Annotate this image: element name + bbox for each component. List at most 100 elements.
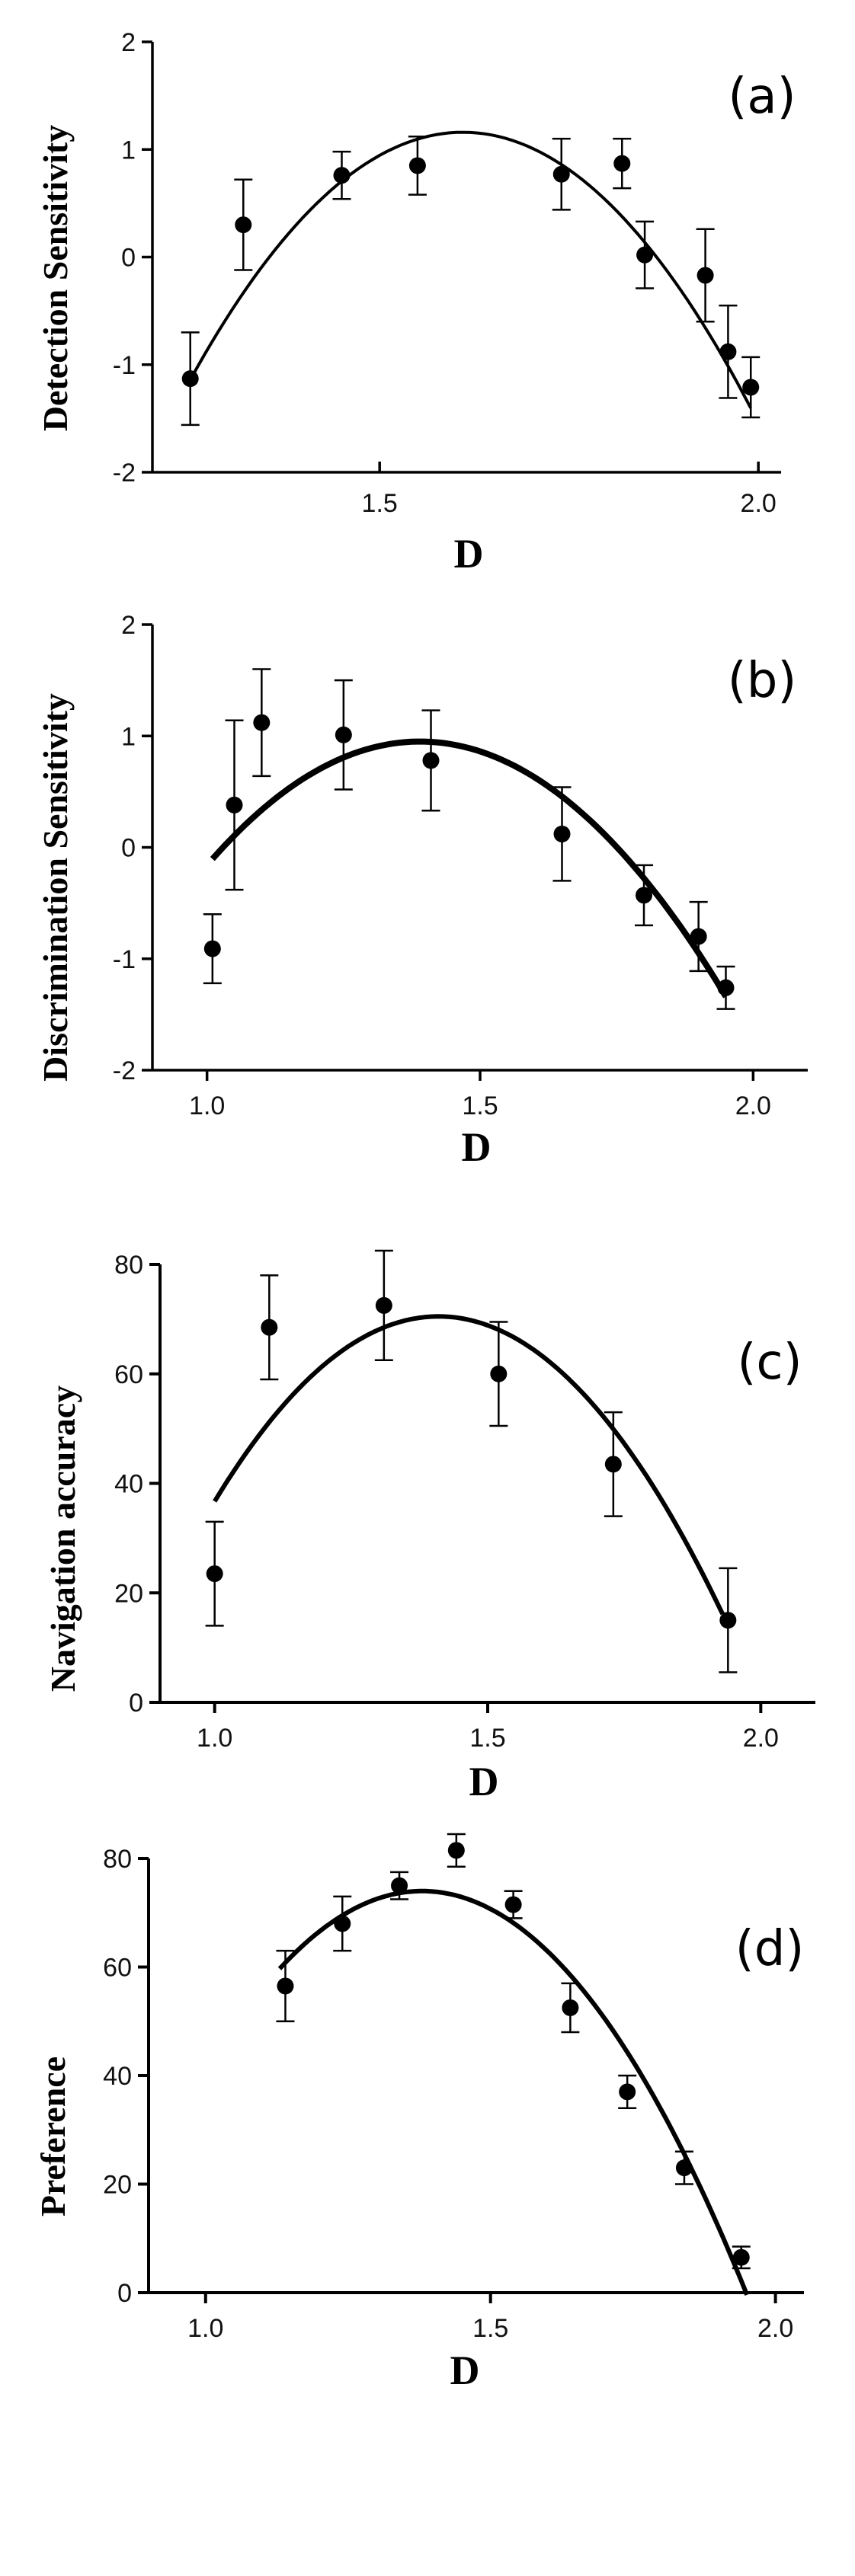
panel-c-ytick-label: 60 — [114, 1360, 143, 1389]
panel-d-marker — [447, 1842, 465, 1859]
panel-b-data-point — [689, 900, 708, 973]
panel-d-marker — [562, 1999, 579, 2016]
panel-d-xtick-label: 1.5 — [472, 2314, 508, 2343]
panel-d-axes: 0 20 40 60 80 1.0 1.5 2.0 — [103, 1845, 804, 2343]
panel-a-fit-curve — [188, 130, 752, 409]
panel-d-letter: (d) — [735, 1921, 805, 1977]
panel-d-data-point — [333, 1895, 352, 1952]
panel-a-marker — [636, 246, 654, 264]
panel-d-data-point — [618, 2074, 637, 2109]
panel-a-marker — [552, 165, 570, 183]
panel-b-fit — [210, 738, 729, 999]
panel-a-points — [181, 136, 761, 427]
panel-d-marker — [619, 2083, 636, 2101]
panel-c-data-point — [489, 1321, 508, 1427]
panel-c-data-point — [205, 1520, 224, 1627]
panel-b-data-point — [225, 719, 244, 891]
panel-d-fit — [277, 1888, 749, 2296]
panel-c-ylabel: Navigation accuracy — [43, 1385, 82, 1692]
panel-b-axes: -2 -1 0 1 2 1.0 1.5 2.0 — [113, 611, 808, 1120]
panel-a-ytick-label: 2 — [121, 28, 136, 57]
panel-b-data-point — [635, 864, 653, 927]
panel-b-ytick-label: 1 — [121, 722, 136, 751]
panel-a-data-point — [636, 220, 655, 289]
panel-d-marker — [391, 1877, 408, 1894]
panel-b-ylabel: Discrimination Sensitivity — [36, 693, 75, 1082]
panel-b-points — [203, 668, 735, 1010]
panel-d-data-point — [276, 1949, 295, 2022]
panel-a-ytick-label: 1 — [121, 136, 136, 165]
panel-c-ytick-label: 40 — [114, 1470, 143, 1499]
panel-b-marker — [636, 887, 652, 904]
panel-d-ytick-label: 0 — [117, 2279, 132, 2308]
panel-b-marker — [553, 825, 571, 842]
panel-c-fit — [213, 1314, 725, 1616]
panel-b: -2 -1 0 1 2 1.0 1.5 2.0 (b) D Discrimination Se… — [36, 611, 808, 1170]
panel-a-data-point — [332, 150, 351, 200]
panel-d-marker — [504, 1896, 522, 1913]
panel-d-data-point — [390, 1871, 409, 1900]
panel-b-marker — [422, 752, 440, 769]
panel-b-ytick-label: -2 — [113, 1056, 136, 1085]
panel-c-ytick-label: 0 — [129, 1689, 143, 1718]
panel-a-data-point — [552, 137, 571, 211]
panel-a-axes: -2 -1 0 1 2 1.5 2.0 — [113, 28, 781, 518]
panel-a: -2 -1 0 1 2 1.5 2.0 (a) D Detection Sensitivit… — [36, 28, 796, 577]
panel-b-marker — [717, 979, 735, 996]
panel-a-data-point — [719, 304, 738, 399]
panel-a-data-point — [408, 136, 427, 196]
panel-c: 0 20 40 60 80 1.0 1.5 2.0 (c) D Navigation accu… — [43, 1249, 815, 1804]
panel-d-data-point — [674, 2150, 693, 2185]
panel-b-ytick-label: 2 — [121, 611, 136, 640]
panel-c-letter: (c) — [737, 1334, 802, 1391]
panel-d-marker — [675, 2159, 693, 2177]
panel-d-data-point — [732, 2245, 751, 2270]
panel-a-ylabel: Detection Sensitivity — [36, 125, 75, 431]
panel-b-data-point — [334, 679, 353, 791]
panel-d-ytick-label: 60 — [103, 1954, 132, 1983]
panel-b-marker — [226, 796, 243, 813]
panel-a-xtick-label: 2.0 — [741, 489, 777, 518]
panel-d-marker — [334, 1915, 351, 1932]
panel-c-data-point — [719, 1567, 738, 1673]
panel-b-letter: (b) — [728, 653, 797, 709]
panel-d-data-point — [447, 1833, 466, 1868]
panel-a-marker — [742, 379, 760, 396]
panel-c-marker — [719, 1612, 737, 1629]
panel-d-marker — [732, 2248, 750, 2266]
panel-c-marker — [375, 1296, 392, 1314]
panel-a-xlabel: D — [454, 531, 484, 577]
panel-c-points — [205, 1249, 738, 1673]
panel-a-marker — [333, 167, 351, 184]
panel-c-data-point — [604, 1411, 623, 1517]
panel-c-xtick-label: 1.0 — [197, 1724, 232, 1753]
panel-d-points — [276, 1833, 751, 2270]
panel-d-xtick-label: 1.0 — [187, 2314, 223, 2343]
panel-b-xlabel: D — [462, 1124, 492, 1170]
panel-b-xtick-label: 1.0 — [189, 1091, 225, 1120]
panel-a-fit — [188, 130, 752, 409]
panel-a-ytick-label: 0 — [121, 244, 136, 273]
panel-a-data-point — [234, 178, 253, 271]
panel-a-data-point — [696, 228, 715, 323]
panel-b-data-point — [716, 965, 735, 1010]
panel-d-marker — [277, 1977, 294, 1995]
panel-c-marker — [206, 1565, 223, 1583]
panel-a-data-point — [741, 356, 761, 419]
panel-a-marker — [696, 267, 714, 284]
panel-b-fit-curve — [210, 738, 729, 999]
panel-b-ytick-label: 0 — [121, 834, 136, 863]
panel-a-marker — [408, 157, 426, 174]
panel-c-xtick-label: 2.0 — [743, 1724, 779, 1753]
panel-a-xtick-label: 1.5 — [362, 489, 398, 518]
panel-a-letter: (a) — [728, 69, 796, 125]
panel-d-data-point — [504, 1890, 523, 1919]
panel-b-marker — [335, 726, 352, 743]
panel-b-data-point — [252, 668, 271, 778]
panel-a-marker — [235, 216, 252, 234]
panel-c-xlabel: D — [469, 1759, 499, 1804]
panel-c-ytick-label: 20 — [114, 1579, 143, 1608]
panel-c-xtick-label: 1.5 — [469, 1724, 505, 1753]
panel-d-xlabel: D — [450, 2347, 480, 2393]
panel-c-marker — [490, 1365, 508, 1382]
